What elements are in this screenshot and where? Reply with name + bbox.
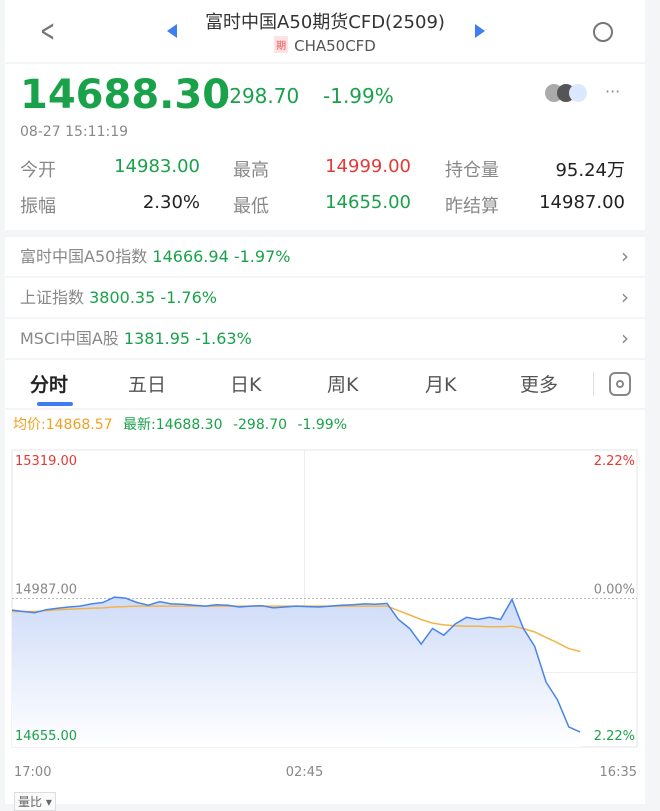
tab-0[interactable]: 分时 — [30, 374, 69, 396]
chevron-right-icon: › — [621, 244, 629, 268]
page-title: 富时中国A50期货CFD(2509) — [205, 12, 445, 33]
weibo-icon — [569, 84, 587, 102]
volume-ratio-button[interactable]: 量比 ▾ — [14, 792, 56, 811]
index-row[interactable]: 上证指数 3800.35 -1.76% › — [5, 278, 645, 317]
index-row[interactable]: 富时中国A50指数 14666.94 -1.97% › — [5, 237, 645, 276]
latest-price-legend: 最新:14688.30 — [122, 417, 223, 433]
price-change: -298.70 — [222, 84, 300, 108]
x-tick-label: 16:35 — [600, 765, 637, 780]
stat-label: 昨结算 — [445, 196, 499, 217]
index-value: 1381.95 — [123, 329, 191, 348]
stat-value: 14655.00 — [325, 192, 411, 213]
index-pct: -1.63% — [195, 329, 252, 348]
search-icon[interactable] — [593, 22, 613, 42]
y-tick-label-left: 14655.00 — [15, 729, 77, 744]
tab-5[interactable]: 更多 — [520, 374, 559, 396]
nav-header: < 富时中国A50期货CFD(2509) 期 CHA50CFD — [5, 0, 645, 62]
stat-value: 14983.00 — [114, 156, 200, 177]
settings-icon[interactable] — [609, 372, 631, 396]
tab-indicator — [37, 402, 73, 406]
stat-label: 最低 — [233, 196, 269, 217]
stat-value: 2.30% — [142, 192, 200, 213]
intraday-chart-panel: 均价:14868.57 最新:14688.30 -298.70 -1.99% 1… — [5, 410, 645, 811]
price-line — [11, 596, 581, 733]
stat-value: 14987.00 — [539, 192, 625, 213]
stat-value: 95.24万 — [555, 160, 625, 181]
next-contract-button[interactable] — [475, 24, 485, 38]
stat-label: 持仓量 — [445, 160, 499, 181]
avatar-group[interactable] — [545, 84, 595, 104]
y-tick-label-right: 2.22% — [594, 454, 635, 469]
index-name: 上证指数 — [20, 288, 85, 307]
back-button[interactable]: < — [40, 14, 56, 49]
quote-panel: 14688.30 -298.70 -1.99% ··· 08-27 15:11:… — [5, 64, 645, 230]
index-name: 富时中国A50指数 — [20, 247, 148, 266]
index-name: MSCI中国A股 — [20, 329, 119, 348]
price-change-pct: -1.99% — [323, 84, 394, 108]
legend-change: -298.70 — [232, 417, 288, 433]
chevron-right-icon: › — [621, 285, 629, 309]
x-tick-label: 17:00 — [14, 765, 51, 780]
divider — [593, 372, 594, 396]
tab-3[interactable]: 周K — [327, 374, 359, 396]
index-pct: -1.97% — [233, 247, 291, 266]
y-tick-label-left: 14987.00 — [15, 583, 77, 598]
last-price: 14688.30 — [20, 72, 231, 118]
intraday-chart[interactable]: 15319.00 14987.00 14655.00 2.22% 0.00% 2.22% 1… — [5, 410, 645, 804]
stat-value: 14999.00 — [325, 156, 411, 177]
x-tick-label: 02:45 — [286, 765, 323, 780]
y-tick-label-left: 15319.00 — [15, 454, 77, 469]
tab-2[interactable]: 日K — [230, 374, 262, 396]
avg-price-legend: 均价:14868.57 — [13, 417, 113, 433]
quote-time: 08-27 15:11:19 — [20, 124, 129, 140]
y-tick-label-right: 2.22% — [594, 729, 635, 744]
y-tick-label-right: 0.00% — [594, 583, 635, 598]
chevron-right-icon: › — [621, 326, 629, 350]
futures-badge: 期 — [274, 36, 289, 53]
stat-label: 今开 — [20, 160, 56, 181]
contract-code: CHA50CFD — [294, 37, 376, 55]
index-row[interactable]: MSCI中国A股 1381.95 -1.63% › — [5, 319, 645, 358]
index-pct: -1.76% — [160, 288, 217, 307]
stat-label: 振幅 — [20, 196, 56, 217]
index-value: 14666.94 — [152, 247, 229, 266]
price-area — [12, 597, 581, 747]
index-value: 3800.35 — [89, 288, 156, 307]
chart-tabs: 分时 五日 日K 周K 月K 更多 — [5, 360, 645, 408]
more-icon[interactable]: ··· — [605, 82, 621, 101]
prev-contract-button[interactable] — [167, 24, 177, 38]
tab-1[interactable]: 五日 — [128, 374, 167, 396]
legend-pct: -1.99% — [297, 417, 347, 433]
tab-4[interactable]: 月K — [425, 374, 457, 396]
stat-label: 最高 — [233, 160, 269, 181]
